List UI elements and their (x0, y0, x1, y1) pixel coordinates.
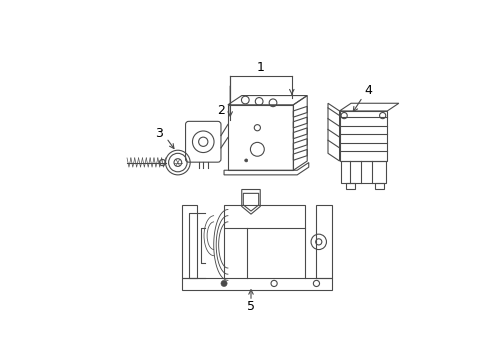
Text: 4: 4 (364, 85, 372, 98)
Text: 5: 5 (246, 300, 254, 313)
Text: 3: 3 (154, 127, 162, 140)
Text: 2: 2 (217, 104, 224, 117)
Circle shape (221, 280, 226, 287)
Text: 1: 1 (257, 61, 264, 74)
Circle shape (244, 159, 247, 162)
